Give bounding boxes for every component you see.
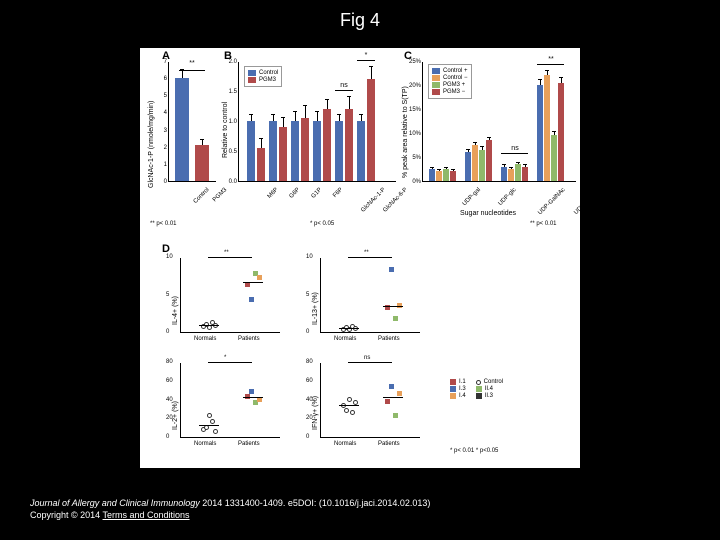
panel-b-legend: Control PGM3 <box>244 66 282 87</box>
panel-a-plot: 01234567ControlPGM3** <box>168 62 216 182</box>
panel-c-legend: Control +Control −PGM3 +PGM3 − <box>428 64 472 99</box>
legend-pgm3: PGM3 <box>259 77 276 83</box>
footer-journal: Journal of Allergy and Clinical Immunolo… <box>30 498 200 508</box>
panel-a: A GlcNAc-1-P (nmole/mg/min) 01234567Cont… <box>140 48 220 218</box>
footer: Journal of Allergy and Clinical Immunolo… <box>30 497 430 522</box>
swatch-control <box>248 70 256 76</box>
panel-d-legend: I.1I.3I.4ControlII.4II.3 <box>450 378 503 400</box>
footer-copyright: Copyright © 2014 <box>30 510 103 520</box>
panel-b-footnote: * p< 0.05 <box>310 221 334 227</box>
figure-area: A GlcNAc-1-P (nmole/mg/min) 01234567Cont… <box>140 48 580 468</box>
panel-b: B Relative to control 0.00.51.01.52.0M6P… <box>220 48 400 218</box>
panel-d-footnote: * p< 0.01 * p<0.05 <box>450 448 498 454</box>
panel-d: D IL-4+ (%)0510NormalsPatients**IL-13+ (… <box>140 243 580 468</box>
swatch-pgm3 <box>248 77 256 83</box>
panel-c: C % peak area relative to S(TP) 0%5%10%1… <box>400 48 580 218</box>
panel-c-footnote: ** p< 0.01 <box>530 221 557 227</box>
footer-citation: 2014 1331400-1409. e5DOI: (10.1016/j.jac… <box>200 498 431 508</box>
panel-a-footnote: ** p< 0.01 <box>150 221 177 227</box>
legend-control: Control <box>259 70 278 76</box>
panel-c-xlabel: Sugar nucleotides <box>460 210 516 217</box>
footer-terms-link[interactable]: Terms and Conditions <box>103 510 190 520</box>
figure-title: Fig 4 <box>0 0 720 31</box>
